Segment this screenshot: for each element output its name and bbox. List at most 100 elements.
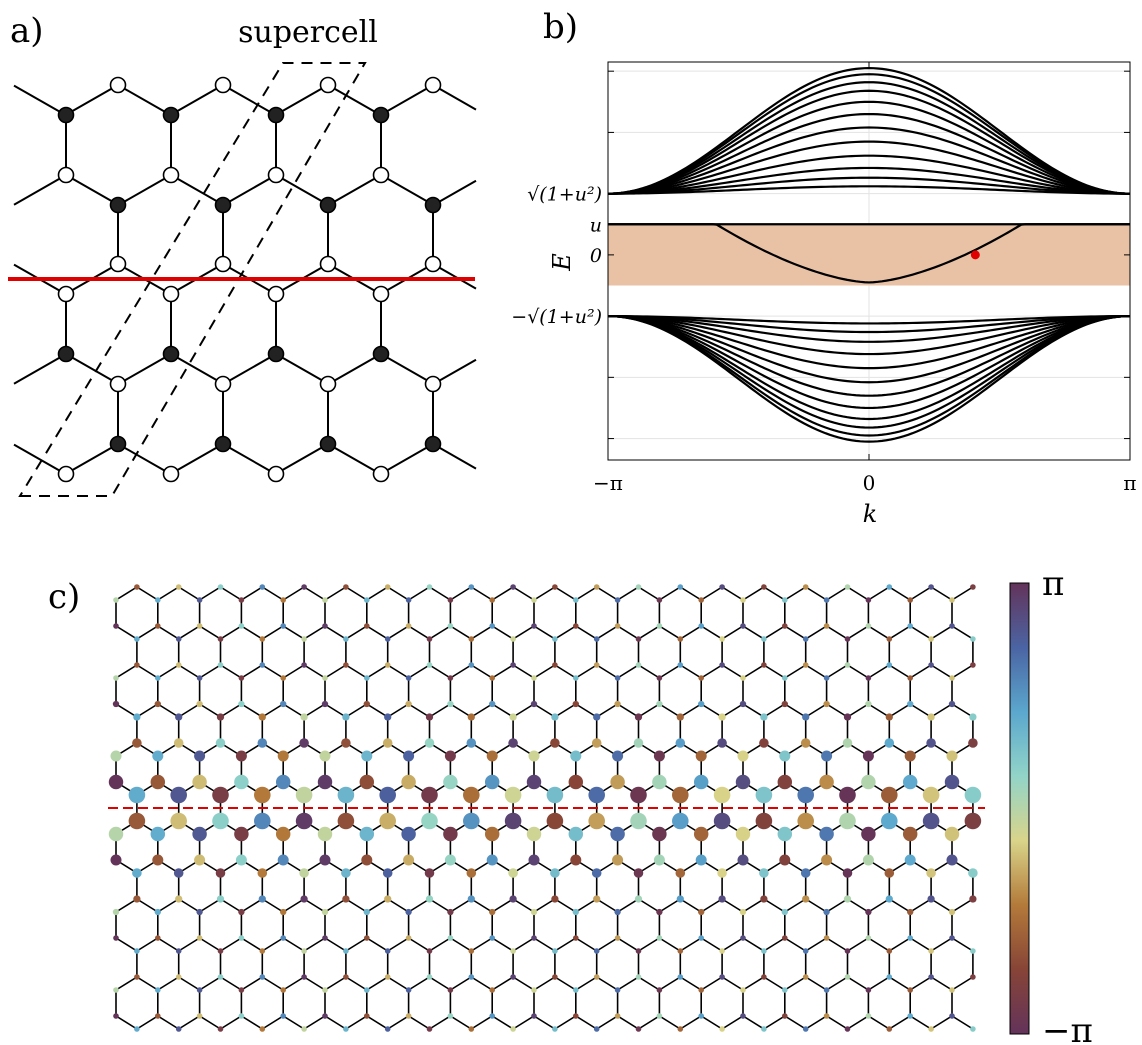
phase-site	[259, 948, 266, 954]
bond	[638, 1015, 660, 1030]
bond	[366, 976, 389, 991]
phase-site	[447, 908, 454, 916]
bond	[888, 1015, 911, 1030]
phase-site	[382, 738, 393, 748]
phase-site	[928, 662, 934, 668]
phase-site	[902, 826, 918, 842]
bond	[433, 179, 477, 206]
colorbar	[1009, 582, 1030, 1035]
bulk-band-upper	[607, 126, 1131, 195]
bond	[930, 703, 953, 718]
bond	[930, 586, 953, 601]
filled-site	[372, 345, 390, 363]
phase-site	[886, 662, 893, 668]
phase-site	[735, 826, 751, 842]
phase-site	[552, 662, 558, 668]
bond	[867, 976, 890, 991]
bond	[805, 1015, 828, 1030]
phase-site	[152, 854, 164, 866]
open-site	[162, 166, 180, 184]
phase-site	[468, 584, 475, 590]
bond	[408, 898, 430, 913]
phase-site	[259, 584, 266, 590]
phase-site	[922, 812, 940, 830]
bond	[867, 898, 890, 913]
phase-site	[466, 738, 477, 748]
y-tick-label: √(1+u²)	[527, 184, 602, 206]
bond	[763, 937, 786, 952]
bond	[679, 898, 702, 913]
bond	[199, 625, 221, 640]
phase-site	[468, 636, 475, 642]
phase-site	[761, 662, 767, 668]
phase-site	[698, 597, 704, 603]
phase-site	[108, 826, 124, 842]
phase-site	[862, 750, 874, 762]
bond	[303, 664, 326, 679]
bond	[847, 937, 869, 952]
bond	[327, 84, 381, 116]
phase-site	[573, 935, 579, 941]
phase-site	[196, 623, 203, 629]
bond	[408, 586, 430, 601]
phase-site	[531, 1013, 537, 1019]
phase-site	[698, 987, 704, 993]
bond	[742, 1015, 765, 1030]
phase-site	[777, 826, 793, 842]
phase-site	[531, 935, 537, 941]
phase-site	[295, 786, 313, 804]
phase-site	[740, 987, 746, 993]
phase-site	[194, 750, 206, 762]
phase-site	[593, 974, 600, 980]
phase-site	[802, 662, 809, 668]
open-site	[57, 465, 75, 483]
phase-site	[447, 935, 454, 941]
phase-site	[175, 713, 183, 721]
bond	[199, 1015, 221, 1030]
phase-site	[844, 974, 851, 980]
phase-site	[739, 700, 747, 708]
phase-site	[573, 623, 579, 629]
phase-site	[217, 662, 224, 668]
bond	[638, 976, 660, 991]
bulk-band-upper	[607, 67, 1131, 195]
filled-site	[57, 106, 75, 124]
open-site	[319, 375, 337, 393]
bulk-band-upper	[607, 166, 1131, 195]
phase-site	[217, 584, 224, 590]
bond	[387, 625, 410, 640]
phase-site	[489, 908, 496, 916]
bond	[658, 664, 681, 679]
phase-site	[322, 597, 328, 603]
phase-site	[426, 662, 433, 668]
phase-site	[593, 636, 600, 642]
bond	[136, 703, 159, 718]
phase-site	[343, 636, 349, 642]
phase-site	[570, 750, 582, 762]
phase-site	[907, 700, 914, 708]
phase-site	[196, 987, 203, 993]
phase-site	[510, 948, 516, 954]
phase-site	[467, 895, 475, 903]
phase-site	[405, 908, 412, 916]
filled-site	[424, 435, 442, 453]
phase-site	[922, 786, 940, 804]
phase-site	[653, 854, 665, 866]
bond	[470, 937, 493, 952]
phase-site	[740, 597, 746, 603]
y-tick-label: 0	[590, 245, 602, 267]
phase-site	[800, 738, 811, 748]
phase-site	[364, 935, 370, 941]
bond	[136, 976, 159, 991]
open-site	[267, 465, 285, 483]
bulk-band-lower	[607, 315, 1131, 437]
phase-site	[904, 750, 916, 762]
bond	[366, 703, 389, 718]
bond	[638, 664, 660, 679]
phase-site	[759, 868, 769, 878]
bond	[13, 443, 66, 475]
bond	[65, 443, 119, 475]
phase-site	[531, 675, 537, 681]
bond	[533, 1015, 556, 1030]
phase-site	[192, 774, 207, 790]
